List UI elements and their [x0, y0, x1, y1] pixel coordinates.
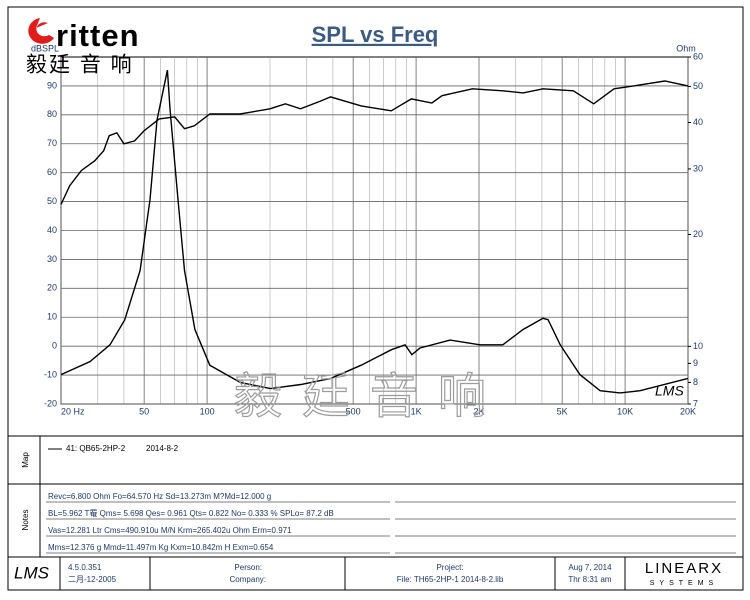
map-date: 2014-8-2 [146, 444, 179, 453]
x-tick-label: 50 [139, 406, 149, 416]
x-tick-label: 20 Hz [61, 406, 85, 416]
note-text: Revc=6.800 Ohm Fo=64.570 Hz Sd=13.273m M… [48, 492, 271, 501]
y2-tick-label: 8 [693, 377, 698, 387]
y-tick-label: 40 [47, 225, 57, 235]
note-text: BL=5.962 T罨 Qms= 5.698 Qes= 0.961 Qts= 0… [48, 509, 334, 518]
footer-logo: LMS [14, 563, 50, 582]
y-tick-label: 70 [47, 138, 57, 148]
time: Thr 8:31 am [568, 575, 611, 584]
y2-tick-label: 50 [693, 81, 703, 91]
series-line [60, 70, 689, 394]
x-tick-label: 20K [680, 406, 696, 416]
notes: Revc=6.800 Ohm Fo=64.570 Hz Sd=13.273m M… [46, 492, 736, 554]
note-text: Vas=12.281 Ltr Cms=490.910u M/N Krm=265.… [48, 526, 292, 535]
y2-tick-label: 60 [693, 51, 703, 61]
y-tick-label: -20 [44, 398, 57, 408]
outer-frame [7, 6, 744, 591]
note-text: Mms=12.376 g Mmd=11.497m Kg Kxm=10.842m … [48, 543, 274, 552]
brand: LINEARX [645, 560, 723, 577]
date: Aug 7, 2014 [568, 563, 612, 572]
logo-text: ritten [56, 18, 140, 53]
x-tick-label: 5K [557, 406, 568, 416]
plot: 20 Hz 50 100 500 1K 2K 5K 10K 20K -20 -10 0 10 20 30 40… [31, 43, 703, 416]
y-axis-label: dBSPL [31, 43, 59, 53]
logo-cn: 毅廷 音 响 [26, 54, 134, 77]
y-tick-label: 90 [47, 80, 57, 90]
y-tick-label: 10 [47, 312, 57, 322]
chart-title: SPL vs Freq [312, 22, 439, 47]
y-tick-label: 0 [52, 341, 57, 351]
brand-sub: SYSTEMS [650, 580, 718, 587]
y2-tick-label: 20 [693, 229, 703, 239]
y2-tick-label: 10 [693, 341, 703, 351]
y-tick-label: -10 [44, 369, 57, 379]
signature: LMS [655, 383, 684, 399]
y2-tick-label: 9 [693, 358, 698, 368]
y-tick-label: 20 [47, 283, 57, 293]
series-line [60, 80, 689, 205]
logo-mark [28, 18, 54, 44]
x-tick-label: 10K [617, 406, 633, 416]
version: 4.5.0.351 [68, 563, 102, 572]
logo: ritten 毅廷 音 响 [26, 18, 140, 77]
x-tick-label: 1K [411, 406, 422, 416]
x-tick-label: 500 [346, 406, 361, 416]
y-tick-label: 50 [47, 196, 57, 206]
company: Company: [230, 575, 266, 584]
y-tick-label: 60 [47, 167, 57, 177]
y2-axis-label: Ohm [676, 43, 696, 53]
y2-tick-label: 7 [693, 398, 698, 408]
footer-cells [59, 557, 626, 590]
y2-tick-label: 40 [693, 117, 703, 127]
map-entry: 41: QB65-2HP-2 [66, 444, 126, 453]
file: File: TH65-2HP-1 2014-8-2.lib [397, 575, 504, 584]
build-date: 二月-12-2005 [68, 575, 117, 584]
y-tick-label: 80 [47, 109, 57, 119]
y2-tick-label: 30 [693, 163, 703, 173]
map-label: Map [21, 452, 30, 468]
watermark: 毅廷音响 [234, 371, 506, 424]
y-tick-label: 30 [47, 254, 57, 264]
person: Person: [234, 563, 262, 572]
notes-label: Notes [21, 510, 30, 531]
x-tick-label: 2K [473, 406, 484, 416]
x-tick-label: 100 [200, 406, 215, 416]
project: Project: [436, 563, 463, 572]
